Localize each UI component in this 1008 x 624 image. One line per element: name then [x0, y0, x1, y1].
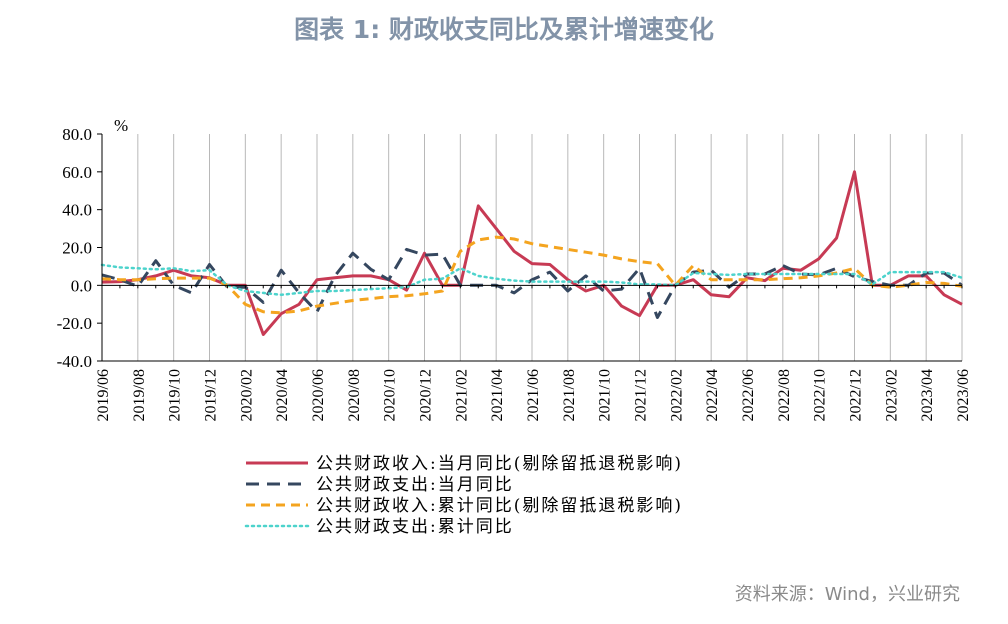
x-tick-label: 2022/08 [776, 369, 793, 421]
x-tick-label: 2020/04 [274, 369, 291, 421]
x-tick-label: 2021/04 [489, 369, 506, 421]
source-note: 资料来源：Wind，兴业研究 [734, 584, 960, 605]
x-tick-label: 2020/08 [346, 369, 363, 421]
x-tick-label: 2019/08 [131, 369, 148, 421]
x-tick-label: 2019/06 [95, 369, 112, 421]
y-unit-label: % [114, 116, 128, 135]
x-tick-label: 2022/10 [812, 369, 829, 421]
axes [97, 133, 963, 362]
y-tick-label: 80.0 [62, 125, 92, 144]
legend-label-4: 公共财政支出:累计同比 [316, 517, 514, 537]
x-tick-label: 2021/12 [633, 369, 650, 421]
x-tick-label: 2020/10 [382, 369, 399, 421]
x-tick-label: 2019/10 [167, 369, 184, 421]
y-tick-label: 20.0 [62, 239, 92, 258]
x-tick-label: 2021/02 [453, 369, 470, 421]
x-tick-label: 2021/08 [561, 369, 578, 421]
x-tick-label: 2022/06 [740, 369, 757, 421]
legend-label-3: 公共财政收入:累计同比(剔除留抵退税影响) [316, 496, 683, 516]
y-tick-label: 0.0 [71, 276, 92, 295]
x-tick-label: 2023/04 [919, 369, 936, 421]
x-tick-label: 2021/06 [525, 369, 542, 421]
x-tick-label: 2023/02 [883, 369, 900, 421]
series-line-4 [100, 263, 964, 297]
x-tick-label: 2021/10 [597, 369, 614, 421]
chart-title: 图表 1: 财政收支同比及累计增速变化 [294, 15, 714, 44]
x-tick-label: 2019/12 [203, 369, 220, 421]
x-tick-label: 2020/02 [238, 369, 255, 421]
legend-label-2: 公共财政支出:当月同比 [316, 475, 514, 495]
grid-lines [101, 134, 963, 361]
tick-labels: 80.0 60.0 40.0 20.0 0.0 -20.0 -40.0% 2019/06 201… [57, 116, 972, 421]
x-tick-label: 2022/12 [848, 369, 865, 421]
y-tick-label: 40.0 [62, 201, 92, 220]
x-tick-label: 2022/04 [704, 369, 721, 421]
y-tick-label: 60.0 [62, 163, 92, 182]
x-tick-label: 2023/06 [955, 369, 972, 421]
x-tick-label: 2020/12 [418, 369, 435, 421]
y-tick-label: -20.0 [57, 314, 92, 333]
series-line-3 [101, 235, 963, 315]
legend-label-1: 公共财政收入:当月同比(剔除留抵退税影响) [316, 454, 683, 474]
x-tick-label: 2020/06 [310, 369, 327, 421]
x-tick-label: 2022/02 [668, 369, 685, 421]
y-tick-label: -40.0 [57, 352, 92, 371]
legend: 公共财政收入:当月同比(剔除留抵退税影响)公共财政支出:当月同比公共财政收入:累… [244, 454, 683, 537]
